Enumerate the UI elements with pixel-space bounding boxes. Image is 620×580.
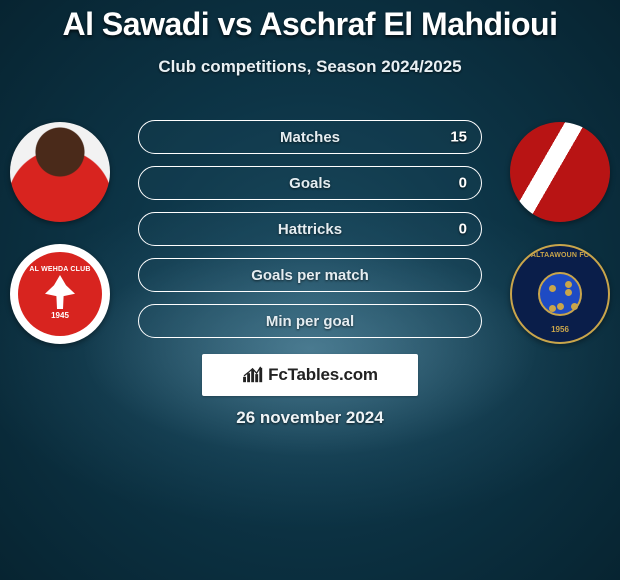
stat-right-value: 0 [459, 175, 467, 192]
stat-row: Min per goal [138, 304, 482, 338]
right-column: ALTAAWOUN FC 1956 [510, 122, 610, 344]
snapshot-date: 26 november 2024 [0, 408, 620, 428]
stat-label: Goals per match [251, 267, 369, 284]
club-left-figure-icon [45, 275, 75, 309]
club-right-year: 1956 [551, 325, 569, 334]
club-left-crest-inner: AL WEHDA CLUB 1945 [18, 252, 102, 336]
club-right-crest: ALTAAWOUN FC 1956 [510, 244, 610, 344]
club-right-name: ALTAAWOUN FC [531, 252, 589, 259]
brand-text: FcTables.com [268, 365, 378, 385]
page-title: Al Sawadi vs Aschraf El Mahdioui [0, 0, 620, 43]
stat-right-value: 15 [450, 129, 467, 146]
stat-label: Hattricks [278, 221, 342, 238]
stat-row: Matches 15 [138, 120, 482, 154]
stat-row: Hattricks 0 [138, 212, 482, 246]
club-left-crest: AL WEHDA CLUB 1945 [10, 244, 110, 344]
club-left-name: AL WEHDA CLUB [29, 266, 90, 273]
stat-label: Min per goal [266, 313, 354, 330]
bar-chart-icon [242, 366, 264, 384]
player-left-photo [10, 122, 110, 222]
page-subtitle: Club competitions, Season 2024/2025 [0, 57, 620, 77]
stat-label: Goals [289, 175, 331, 192]
left-column: AL WEHDA CLUB 1945 [10, 122, 110, 344]
player-right-photo [510, 122, 610, 222]
brand-chip[interactable]: FcTables.com [202, 354, 418, 396]
stats-list: Matches 15 Goals 0 Hattricks 0 Goals per… [138, 120, 482, 338]
stat-label: Matches [280, 129, 340, 146]
club-right-ball-icon [538, 272, 582, 316]
comparison-card: Al Sawadi vs Aschraf El Mahdioui Club co… [0, 0, 620, 580]
stat-row: Goals 0 [138, 166, 482, 200]
stat-right-value: 0 [459, 221, 467, 238]
club-left-year: 1945 [51, 311, 69, 320]
stat-row: Goals per match [138, 258, 482, 292]
